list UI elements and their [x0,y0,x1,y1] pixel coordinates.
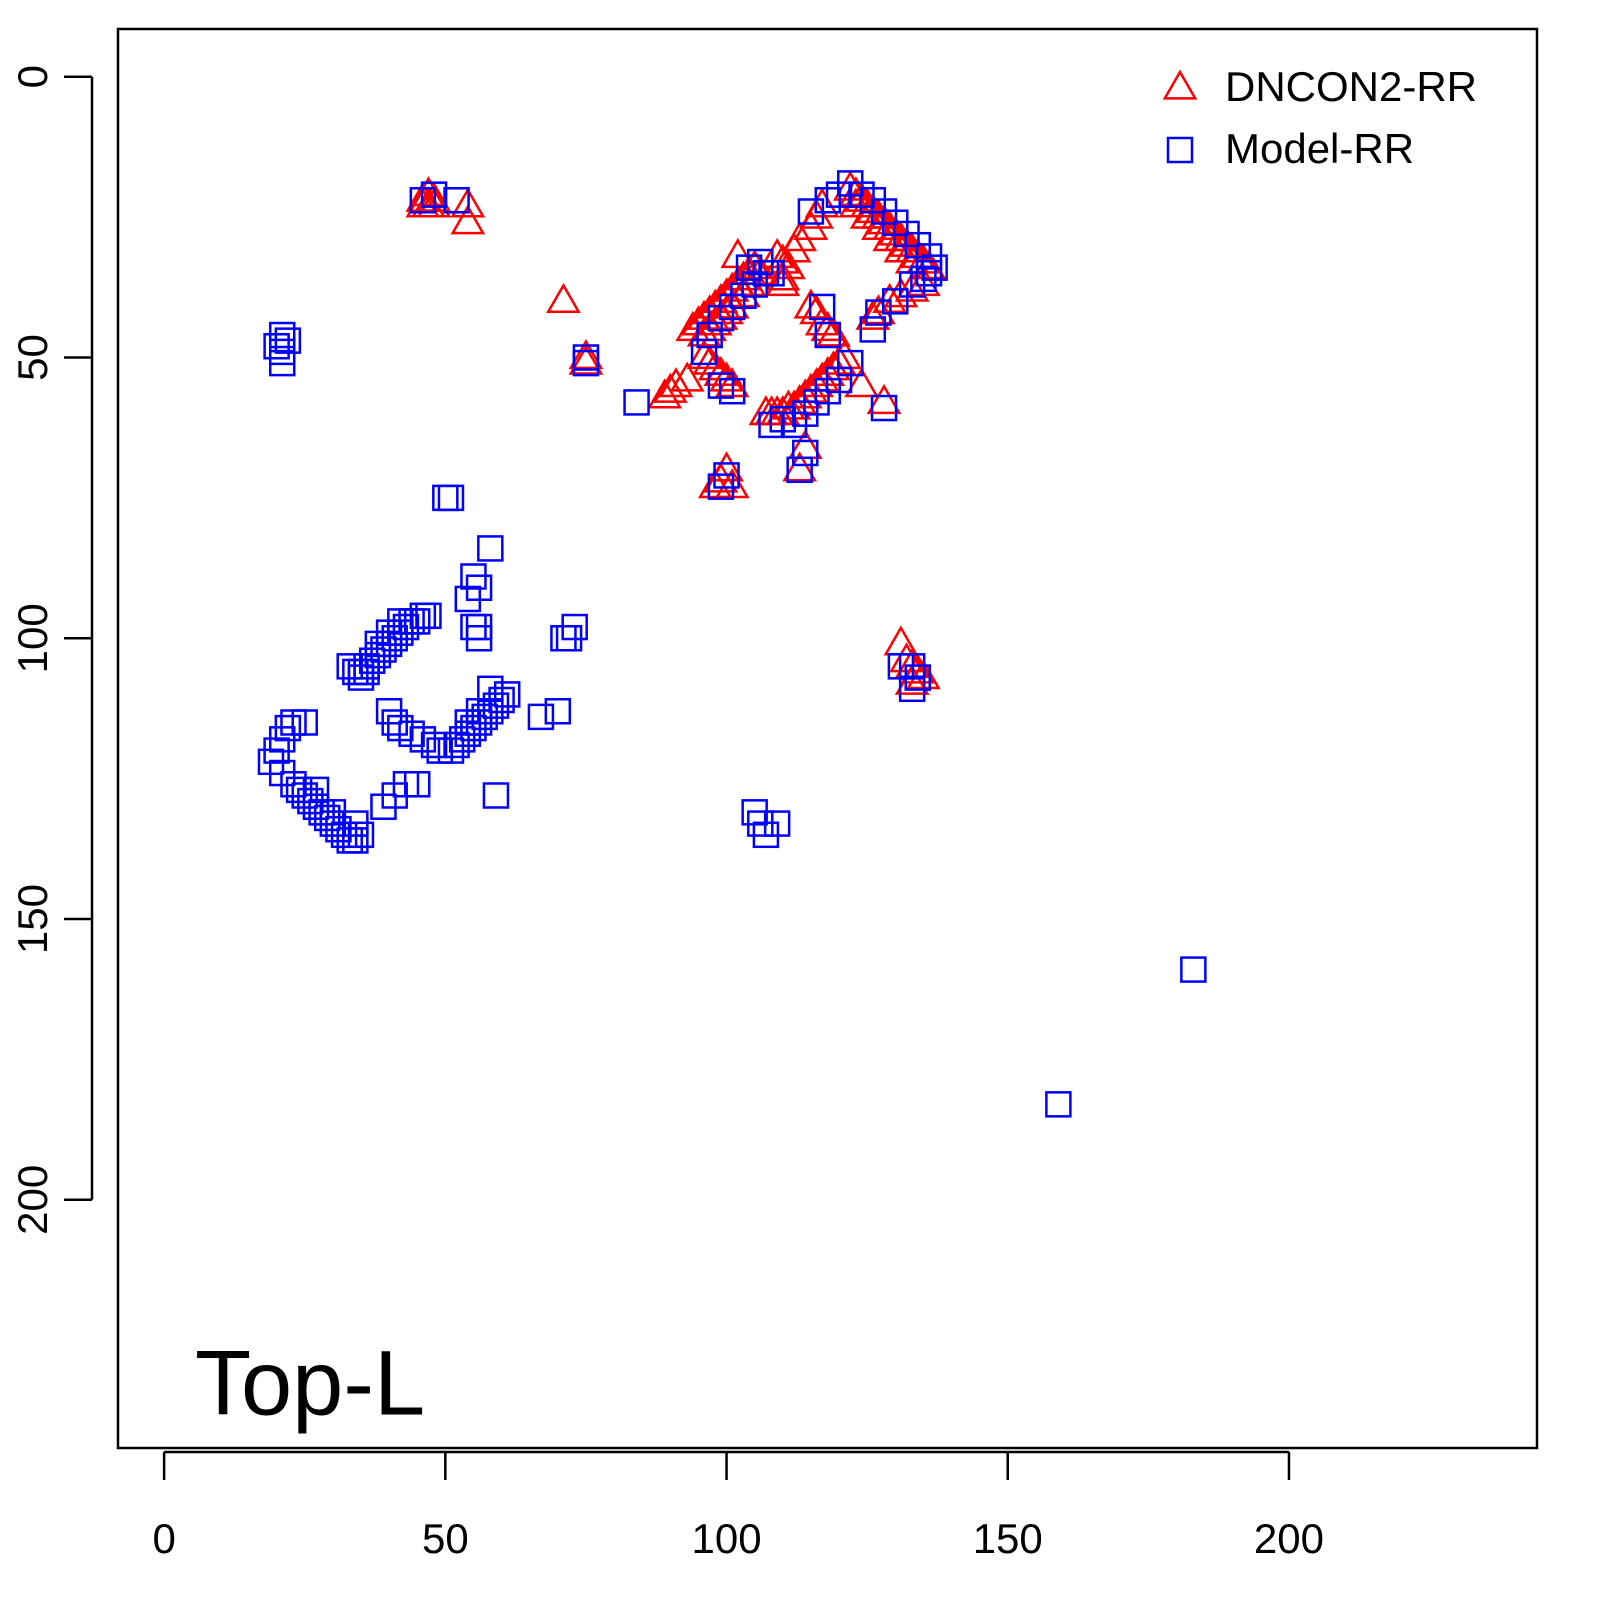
square-point [544,698,572,725]
square-point [786,456,813,484]
triangle-point [765,265,801,297]
square-point [465,574,493,601]
triangle-point [804,305,840,336]
square-point [865,299,892,326]
square-point [268,349,296,377]
square-point [763,810,791,837]
square-point [758,411,785,439]
square-point [1045,1091,1072,1118]
square-point [808,293,836,321]
square-point [837,349,864,377]
square-point [437,484,465,512]
legend-marker [1162,69,1198,100]
square-point [347,664,375,691]
triangle-point [568,344,604,375]
square-point [898,271,926,298]
square-point [420,181,448,208]
square-point [432,484,459,512]
y-tick-label: 0 [9,65,56,88]
triangle-point [546,282,581,313]
x-tick-label: 0 [152,1515,175,1562]
legend-marker [1166,136,1194,164]
triangle-point [861,294,896,325]
square-point [859,316,887,343]
triangle-point [647,378,683,409]
square-point [403,771,431,798]
square-point [454,709,482,736]
square-point [713,462,740,489]
square-point [364,630,392,658]
plot-box [116,27,1539,1450]
square-point [792,439,819,467]
x-tick-label: 100 [692,1515,762,1562]
annotation: Top-L [195,1332,425,1434]
square-point [690,338,718,366]
triangle-point [793,209,829,240]
square-point [527,703,555,731]
square-point [1180,956,1207,983]
square-point [319,799,347,826]
triangle-point [652,372,688,403]
square-point [718,377,746,405]
square-point [477,535,504,562]
square-point [870,394,898,422]
square-point [291,709,318,736]
triangle-point [450,204,486,235]
triangle-point [810,310,846,342]
triangle-point [782,451,818,482]
triangle-point [849,198,885,229]
triangle-point [844,367,879,398]
square-point [887,653,915,680]
triangle-point [416,187,452,218]
square-point [482,782,510,809]
square-point [375,698,403,725]
triangle-point [568,338,604,370]
square-point [342,827,369,854]
triangle-point [748,395,784,426]
triangle-point [866,383,902,415]
legend-label: Model-RR [1225,125,1414,172]
square-point [274,714,302,742]
square-point [353,658,380,686]
square-point [302,776,330,804]
y-tick-label: 100 [9,603,56,673]
x-tick-label: 150 [973,1515,1043,1562]
triangle-point [861,209,896,240]
y-tick-label: 150 [9,884,56,954]
triangle-point [658,367,694,398]
triangle-point [883,232,919,263]
triangle-point [686,338,722,370]
legend-label: DNCON2-RR [1225,63,1477,110]
square-point [623,389,650,416]
square-point [443,187,470,214]
square-point [758,260,785,287]
square-point [572,349,600,377]
triangle-point [872,221,908,252]
y-tick-label: 50 [9,334,56,381]
y-tick-label: 200 [9,1165,56,1235]
square-point [465,613,493,641]
square-point [274,327,302,354]
triangle-point [697,350,733,381]
square-point [814,321,842,349]
square-point [268,321,296,349]
triangle-point [450,187,486,218]
square-point [561,613,588,641]
x-tick-label: 200 [1254,1515,1324,1562]
x-tick-label: 50 [422,1515,469,1562]
